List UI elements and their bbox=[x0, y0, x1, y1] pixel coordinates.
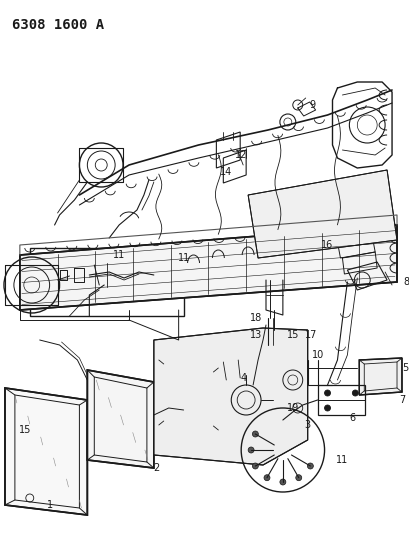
Text: 15: 15 bbox=[286, 330, 298, 340]
Text: 18: 18 bbox=[249, 313, 262, 323]
Text: 13: 13 bbox=[249, 330, 262, 340]
Circle shape bbox=[295, 475, 301, 481]
Text: 3: 3 bbox=[304, 420, 310, 430]
Text: 8: 8 bbox=[403, 277, 409, 287]
Text: 4: 4 bbox=[240, 373, 246, 383]
Polygon shape bbox=[87, 370, 153, 468]
Text: 6308 1600 A: 6308 1600 A bbox=[12, 18, 104, 32]
Text: 17: 17 bbox=[304, 330, 316, 340]
Text: 19: 19 bbox=[286, 403, 298, 413]
Polygon shape bbox=[358, 358, 401, 395]
Text: 1: 1 bbox=[47, 500, 53, 510]
Polygon shape bbox=[158, 360, 218, 430]
Text: 7: 7 bbox=[398, 395, 404, 405]
Circle shape bbox=[351, 390, 357, 396]
Circle shape bbox=[324, 405, 330, 411]
Text: 14: 14 bbox=[220, 167, 232, 177]
Circle shape bbox=[324, 390, 330, 396]
Text: 11: 11 bbox=[177, 253, 189, 263]
Polygon shape bbox=[20, 225, 396, 310]
Text: 10: 10 bbox=[311, 350, 323, 360]
Text: 11: 11 bbox=[335, 455, 348, 465]
Circle shape bbox=[307, 463, 312, 469]
Text: 15: 15 bbox=[18, 425, 31, 435]
Circle shape bbox=[252, 431, 258, 437]
Circle shape bbox=[279, 479, 285, 485]
Text: 5: 5 bbox=[401, 363, 407, 373]
Bar bbox=[30, 248, 183, 316]
Polygon shape bbox=[5, 388, 87, 515]
Text: 12: 12 bbox=[234, 150, 247, 160]
Circle shape bbox=[252, 463, 258, 469]
Text: 6: 6 bbox=[348, 413, 355, 423]
Text: 9: 9 bbox=[309, 100, 315, 110]
Polygon shape bbox=[153, 328, 307, 465]
Text: 11: 11 bbox=[113, 250, 125, 260]
Circle shape bbox=[263, 475, 269, 481]
Circle shape bbox=[247, 447, 254, 453]
Text: 2: 2 bbox=[153, 463, 160, 473]
Text: 16: 16 bbox=[321, 240, 333, 250]
Polygon shape bbox=[247, 170, 396, 258]
